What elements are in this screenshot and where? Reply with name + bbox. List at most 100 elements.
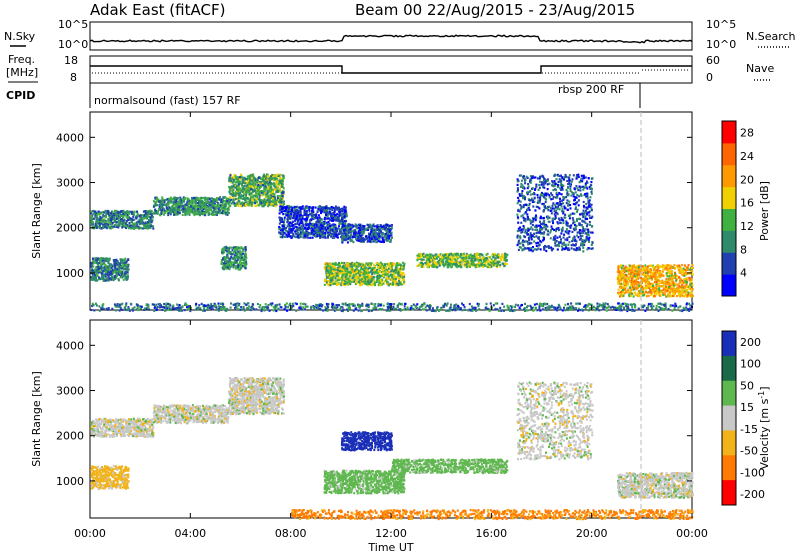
scatter-cell (390, 278, 393, 281)
scatter-cell (203, 210, 206, 214)
scatter-cell (95, 277, 98, 280)
scatter-cell (309, 236, 312, 239)
scatter-cell (228, 186, 231, 189)
scatter-cell (111, 210, 114, 213)
scatter-cell (380, 231, 383, 234)
scatter-cell (116, 261, 118, 264)
scatter-cell (226, 200, 229, 203)
scatter-cell (420, 265, 423, 268)
scatter-cell (316, 233, 319, 236)
scatter-cell (360, 237, 363, 240)
scatter-cell (352, 272, 355, 275)
cpid-segment-2: rbsp 200 RF (558, 83, 624, 96)
scatter-cell (148, 222, 151, 225)
scatter-cell (308, 225, 311, 228)
scatter-cell (241, 250, 244, 253)
scatter-cell (372, 230, 375, 233)
scatter-cell (290, 213, 293, 216)
scatter-cell (363, 280, 366, 283)
scatter-cell (346, 283, 349, 286)
scatter-cell (353, 279, 356, 282)
scatter-cell (393, 275, 396, 278)
scatter-cell (397, 274, 400, 277)
scatter-cell (276, 186, 279, 189)
scatter-cell (388, 228, 391, 232)
scatter-cell (129, 217, 132, 220)
scatter-cell (336, 233, 339, 236)
scatter-cell (212, 201, 215, 204)
scatter-cell (368, 232, 370, 235)
scatter-cell (191, 202, 194, 205)
scatter-cell (383, 240, 385, 243)
scatter-cell (186, 201, 189, 204)
scatter-cell (306, 213, 309, 216)
scatter-cell (294, 211, 297, 214)
scatter-cell (320, 218, 323, 221)
scatter-cell (362, 231, 365, 235)
scatter-cell (238, 250, 241, 253)
scatter-cell (124, 261, 127, 264)
scatter-cell (100, 272, 103, 275)
scatter-cell (161, 209, 163, 212)
scatter-cell (115, 268, 118, 271)
scatter-cell (280, 211, 283, 214)
scatter-cell (178, 211, 181, 214)
scatter-cell (225, 255, 228, 258)
scatter-cell (356, 239, 359, 242)
scatter-cell (296, 214, 299, 218)
scatter-cell (232, 246, 235, 249)
scatter-cell (350, 230, 353, 233)
scatter-cell (253, 198, 256, 201)
scatter-cell (100, 268, 103, 271)
scatter-cell (355, 273, 358, 276)
scatter-cell (272, 204, 275, 207)
scatter-cell (284, 212, 287, 215)
scatter-cell (292, 232, 295, 235)
scatter-cell (112, 212, 115, 215)
scatter-cell (173, 206, 175, 209)
scatter-cell (136, 221, 139, 225)
scatter-cell (199, 208, 202, 211)
scatter-cell (363, 267, 366, 270)
scatter-cell (223, 265, 226, 269)
scatter-cell (275, 182, 278, 185)
scatter-cell (127, 227, 130, 230)
scatter-cell (273, 182, 276, 185)
scatter-cell (243, 185, 246, 188)
scatter-cell (367, 272, 370, 275)
scatter-cell (281, 195, 284, 198)
scatter-cell (277, 174, 280, 177)
scatter-cell (109, 226, 112, 229)
scatter-cell (95, 257, 98, 260)
scatter-cell (352, 232, 355, 235)
scatter-cell (360, 265, 363, 269)
scatter-cell (133, 225, 136, 229)
scatter-cell (231, 176, 234, 179)
scatter-cell (176, 213, 179, 216)
scatter-cell (395, 276, 398, 279)
scatter-cell (244, 198, 247, 202)
scatter-cell (329, 265, 332, 268)
scatter-cell (341, 238, 344, 241)
scatter-cell (149, 209, 152, 212)
scatter-cell (353, 276, 356, 279)
scatter-cell (154, 204, 157, 207)
scatter-cell (156, 200, 159, 203)
scatter-cell (226, 202, 229, 205)
scatter-cell (338, 208, 341, 211)
scatter-cell (106, 219, 109, 222)
scatter-cell (100, 227, 103, 230)
scatter-cell (291, 229, 294, 232)
scatter-cell (232, 197, 235, 200)
scatter-cell (321, 208, 324, 211)
scatter-cell (337, 266, 340, 269)
scatter-cell (333, 273, 336, 276)
scatter-cell (242, 181, 245, 184)
scatter-cell (130, 217, 133, 221)
scatter-cell (177, 203, 180, 206)
scatter-cell (351, 268, 354, 271)
scatter-cell (106, 222, 109, 225)
scatter-cell (345, 224, 347, 227)
scatter-cell (387, 262, 390, 265)
scatter-cell (217, 209, 220, 212)
